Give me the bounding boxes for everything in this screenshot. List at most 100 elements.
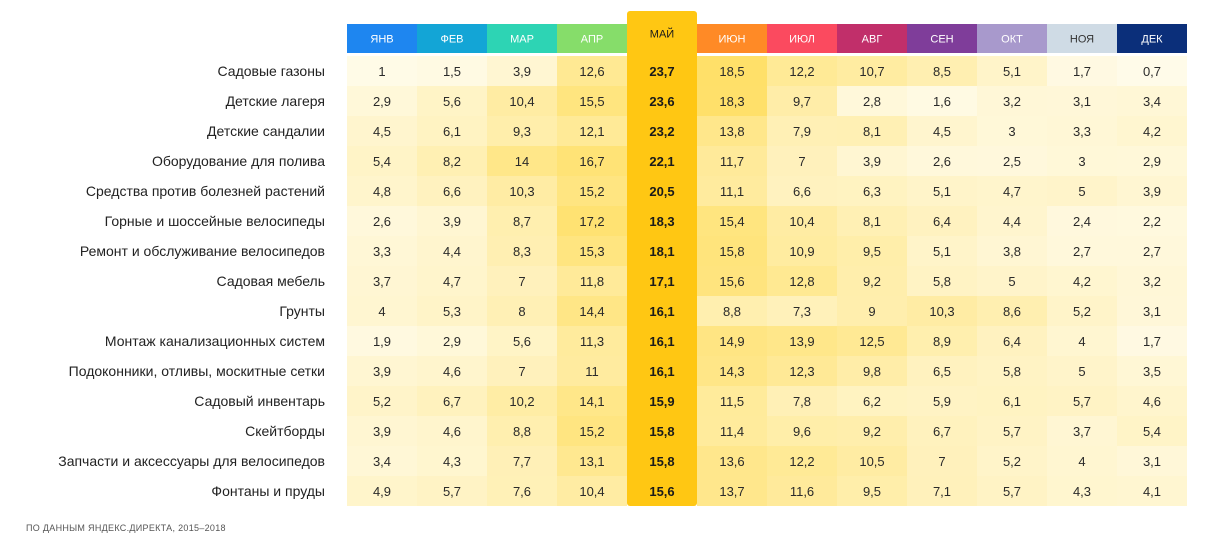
cell-13-12 (1117, 416, 1187, 446)
cell-11-2 (417, 356, 487, 386)
cell-8-2 (417, 266, 487, 296)
cell-value-14-8: 10,5 (859, 454, 884, 469)
cell-13-9 (907, 416, 977, 446)
cell-6-4 (557, 206, 627, 236)
cell-7-12 (1117, 236, 1187, 266)
month-header-1 (347, 24, 417, 53)
cell-6-9 (907, 206, 977, 236)
cell-value-13-5: 15,8 (649, 424, 674, 439)
cell-8-6 (697, 266, 767, 296)
cell-value-3-2: 6,1 (443, 124, 461, 139)
cell-5-10 (977, 176, 1047, 206)
cell-value-10-8: 12,5 (859, 334, 884, 349)
cell-9-10 (977, 296, 1047, 326)
cell-8-4 (557, 266, 627, 296)
cell-12-10 (977, 386, 1047, 416)
cell-value-9-3: 8 (518, 304, 525, 319)
cell-value-2-11: 3,1 (1073, 94, 1091, 109)
cell-15-7 (767, 476, 837, 506)
cell-7-3 (487, 236, 557, 266)
cell-11-7 (767, 356, 837, 386)
cell-4-11 (1047, 146, 1117, 176)
month-header-8 (837, 24, 907, 53)
cell-value-9-1: 4 (378, 304, 385, 319)
cell-7-4 (557, 236, 627, 266)
cell-value-13-6: 11,4 (720, 424, 744, 439)
cell-12-11 (1047, 386, 1117, 416)
cell-12-2 (417, 386, 487, 416)
cell-value-1-10: 5,1 (1003, 64, 1021, 79)
cell-15-9 (907, 476, 977, 506)
cell-value-10-9: 8,9 (933, 334, 951, 349)
cell-value-13-8: 9,2 (863, 424, 881, 439)
cell-value-7-4: 15,3 (579, 244, 604, 259)
cell-15-11 (1047, 476, 1117, 506)
cell-12-1 (347, 386, 417, 416)
cell-1-7 (767, 56, 837, 86)
cell-value-1-5: 23,7 (649, 64, 674, 79)
cell-value-4-8: 3,9 (863, 154, 881, 169)
cell-value-4-9: 2,6 (933, 154, 951, 169)
cell-value-13-11: 3,7 (1073, 424, 1091, 439)
cell-value-10-5: 16,1 (649, 334, 674, 349)
cell-1-9 (907, 56, 977, 86)
cell-value-8-6: 15,6 (719, 274, 744, 289)
cell-10-9 (907, 326, 977, 356)
cell-value-3-6: 13,8 (719, 124, 744, 139)
cell-3-2 (417, 116, 487, 146)
row-label-1: Садовые газоны (218, 63, 325, 79)
cell-10-11 (1047, 326, 1117, 356)
cell-4-2 (417, 146, 487, 176)
cell-15-8 (837, 476, 907, 506)
cell-value-5-3: 10,3 (509, 184, 534, 199)
cell-value-13-4: 15,2 (579, 424, 604, 439)
cell-value-14-12: 3,1 (1143, 454, 1161, 469)
cell-value-11-6: 14,3 (719, 364, 744, 379)
cell-value-10-12: 1,7 (1143, 334, 1161, 349)
cell-value-12-8: 6,2 (863, 394, 881, 409)
cell-3-4 (557, 116, 627, 146)
cell-2-8 (837, 86, 907, 116)
cell-value-15-3: 7,6 (513, 484, 531, 499)
month-label-11: НОЯ (1070, 34, 1094, 46)
cell-value-4-12: 2,9 (1143, 154, 1161, 169)
row-label-5: Средства против болезней растений (86, 183, 325, 199)
cell-9-3 (487, 296, 557, 326)
cell-9-8 (837, 296, 907, 326)
cell-value-1-4: 12,6 (579, 64, 604, 79)
cell-11-11 (1047, 356, 1117, 386)
month-label-10: ОКТ (1001, 34, 1023, 46)
month-header-12 (1117, 24, 1187, 53)
cell-value-7-1: 3,3 (373, 244, 391, 259)
cell-value-7-11: 2,7 (1073, 244, 1091, 259)
cell-2-10 (977, 86, 1047, 116)
cell-10-6 (697, 326, 767, 356)
cell-value-11-2: 4,6 (443, 364, 461, 379)
cell-value-11-4: 11 (585, 364, 599, 379)
cell-5-7 (767, 176, 837, 206)
cell-value-3-8: 8,1 (863, 124, 881, 139)
cell-value-1-8: 10,7 (859, 64, 884, 79)
cell-value-12-4: 14,1 (579, 394, 604, 409)
month-label-4: АПР (581, 34, 603, 46)
month-header-6 (697, 24, 767, 53)
cell-3-11 (1047, 116, 1117, 146)
cell-value-9-11: 5,2 (1073, 304, 1091, 319)
cell-value-5-2: 6,6 (443, 184, 461, 199)
cell-value-6-3: 8,7 (513, 214, 531, 229)
cell-2-9 (907, 86, 977, 116)
cell-value-3-1: 4,5 (373, 124, 391, 139)
cell-value-14-6: 13,6 (719, 454, 744, 469)
cell-value-6-10: 4,4 (1003, 214, 1021, 229)
cell-value-13-9: 6,7 (933, 424, 951, 439)
cell-value-3-4: 12,1 (579, 124, 604, 139)
cell-value-8-1: 3,7 (373, 274, 391, 289)
row-label-15: Фонтаны и пруды (211, 483, 325, 499)
cell-7-10 (977, 236, 1047, 266)
month-header-4 (557, 24, 627, 53)
cell-value-14-10: 5,2 (1003, 454, 1021, 469)
cell-value-5-5: 20,5 (649, 184, 674, 199)
cell-value-1-12: 0,7 (1143, 64, 1161, 79)
cell-value-5-4: 15,2 (579, 184, 604, 199)
